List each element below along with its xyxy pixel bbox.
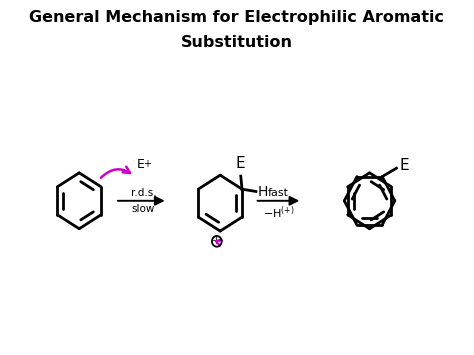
Text: fast: fast	[268, 187, 289, 197]
Text: +: +	[212, 236, 221, 246]
Text: E: E	[137, 158, 145, 170]
Text: E: E	[399, 158, 409, 173]
Text: slow: slow	[132, 204, 155, 214]
Text: +: +	[143, 159, 151, 169]
Text: General Mechanism for Electrophilic Aromatic: General Mechanism for Electrophilic Arom…	[29, 10, 445, 25]
Text: $\mathregular{-H^{(+)}}$: $\mathregular{-H^{(+)}}$	[263, 204, 294, 221]
Text: r.d.s.: r.d.s.	[130, 187, 156, 197]
Text: E: E	[236, 157, 246, 171]
Text: Substitution: Substitution	[181, 36, 293, 50]
Text: H: H	[258, 185, 268, 199]
